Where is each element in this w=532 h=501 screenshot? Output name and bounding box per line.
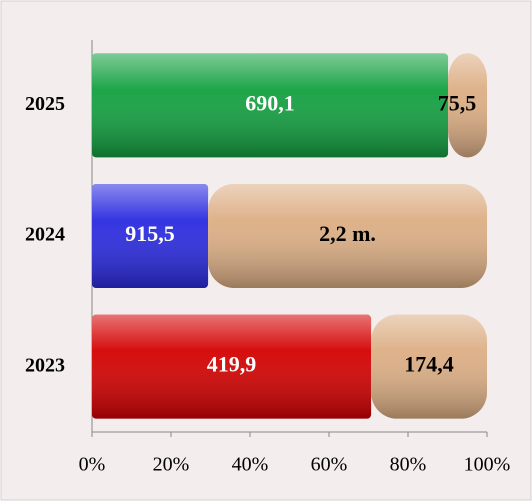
- value-label: 174,4: [404, 352, 454, 377]
- x-tick-label: 0%: [79, 454, 106, 476]
- x-tick-label: 60%: [311, 454, 348, 476]
- value-label: 419,9: [207, 352, 257, 377]
- x-tick-label: 40%: [232, 454, 269, 476]
- value-label: 690,1: [245, 90, 295, 115]
- bar-shine: [92, 184, 209, 288]
- y-tick-label: 2023: [25, 354, 65, 376]
- value-label: 915,5: [125, 221, 175, 246]
- y-tick-label: 2025: [25, 93, 65, 115]
- x-tick-label: 100%: [464, 454, 511, 476]
- value-label: 2,2 m.: [319, 221, 376, 246]
- bar-shine: [208, 184, 487, 288]
- y-tick-label: 2024: [25, 224, 65, 246]
- bar-shine: [371, 314, 487, 419]
- bar-shine: [92, 53, 449, 158]
- value-label: 75,5: [438, 90, 477, 115]
- x-tick-label: 80%: [390, 454, 427, 476]
- bar-shine: [92, 314, 372, 419]
- x-tick-label: 20%: [153, 454, 190, 476]
- bar-shine: [448, 53, 487, 158]
